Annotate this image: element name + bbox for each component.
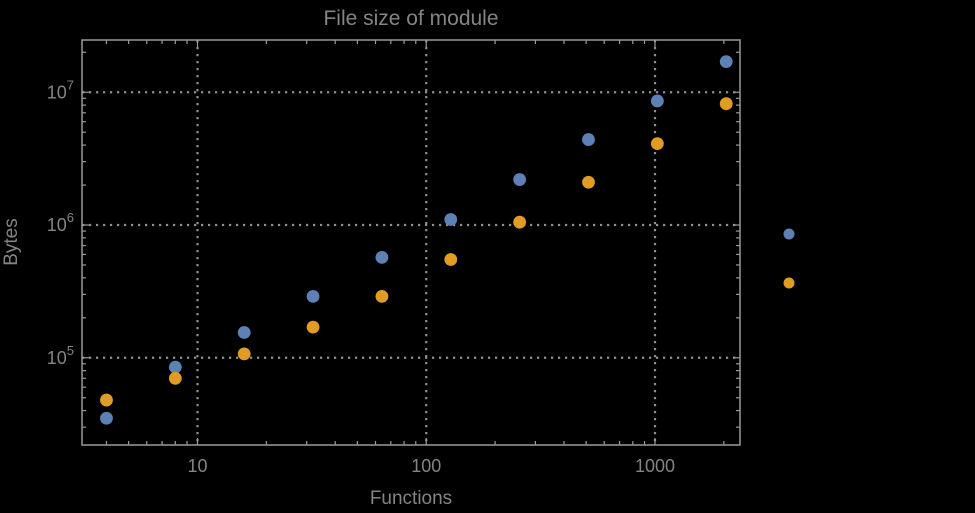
- data-point-series-1-x128: [444, 213, 458, 226]
- data-point-series-1-x64: [375, 251, 389, 264]
- data-point-series-2-x64: [375, 289, 389, 303]
- chart-title: File size of module: [323, 7, 498, 30]
- data-point-series-2-x128: [444, 253, 458, 266]
- gridlines: [82, 40, 740, 445]
- data-point-series-1-x256: [513, 173, 527, 186]
- x-tick-label-100: 100: [411, 456, 441, 476]
- x-tick-label-10: 10: [187, 456, 207, 476]
- y-tick-label-1e6: 106: [47, 210, 74, 235]
- data-point-series-1-x1024: [650, 94, 664, 108]
- x-axis-label: Functions: [370, 488, 452, 509]
- data-point-series-1-x16: [237, 326, 251, 339]
- tick-labels: 10 100 1000 105 106 107: [47, 77, 675, 476]
- plot-frame: [81, 39, 741, 446]
- y-axis-label: Bytes: [1, 218, 22, 266]
- data-point-series-2-x4: [100, 393, 113, 407]
- data-point-series-1-x8: [168, 360, 182, 374]
- data-point-series-2-x1024: [650, 137, 664, 151]
- data-point-series-2-x2048: [719, 97, 733, 111]
- data-point-series-2-x16: [237, 347, 251, 361]
- axis-ticks: [82, 40, 740, 445]
- data-point-series-2-x32: [306, 320, 320, 334]
- x-tick-label-1000: 1000: [635, 456, 675, 476]
- legend-orange-marker: [783, 277, 795, 289]
- data-point-series-1-x2048: [719, 55, 733, 69]
- y-tick-label-1e7: 107: [47, 77, 74, 102]
- data-points: [100, 55, 733, 425]
- data-point-series-2-x8: [168, 371, 182, 385]
- data-point-series-1-x32: [306, 289, 320, 303]
- legend: [783, 228, 795, 289]
- frame-rect: [81, 39, 741, 446]
- data-point-series-2-x512: [582, 175, 595, 189]
- data-point-series-1-x512: [582, 133, 595, 146]
- data-point-series-1-x4: [100, 411, 113, 425]
- legend-blue-marker: [783, 228, 795, 240]
- data-point-series-2-x256: [513, 215, 527, 229]
- y-tick-label-1e5: 105: [47, 343, 74, 368]
